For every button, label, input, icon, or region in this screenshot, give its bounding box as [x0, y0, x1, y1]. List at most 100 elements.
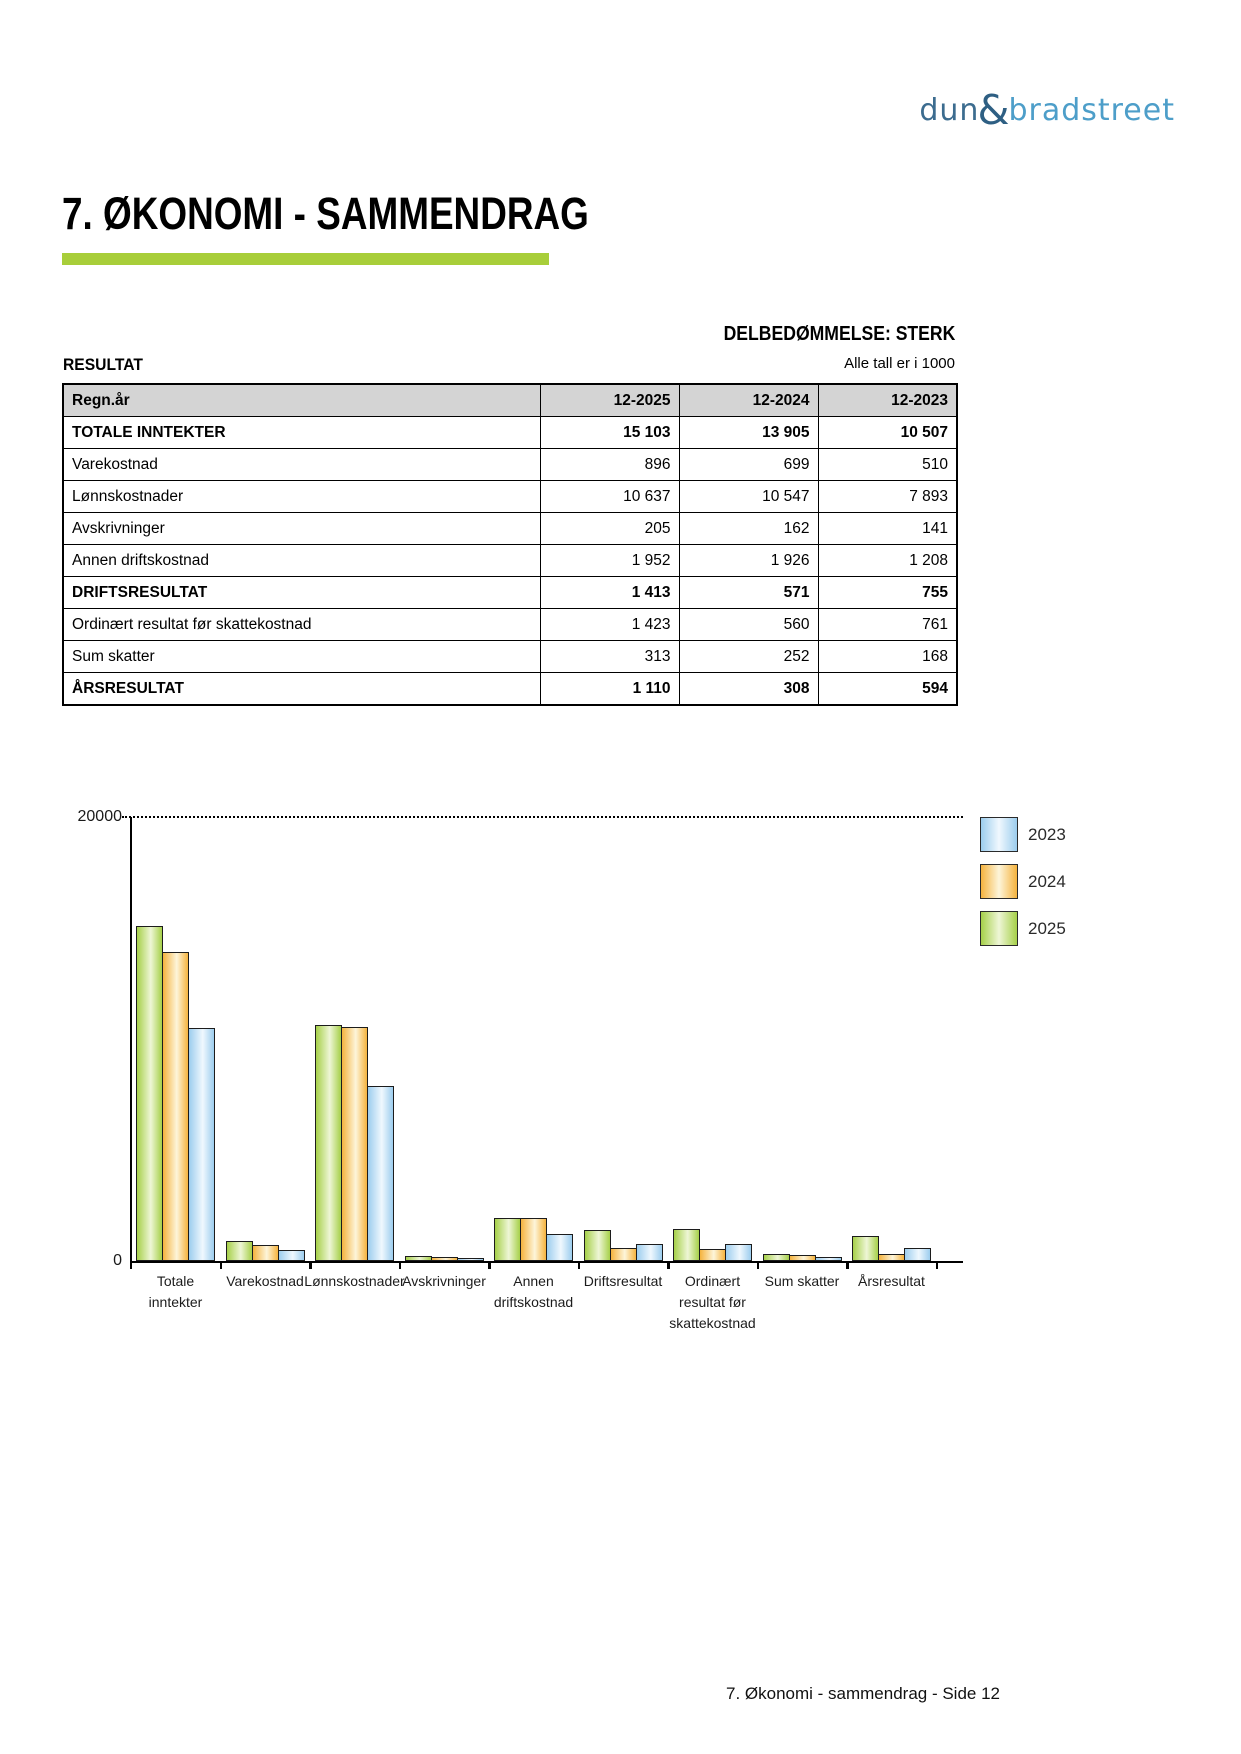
page-footer: 7. Økonomi - sammendrag - Side 12: [725, 1684, 1000, 1703]
bar-2023: [367, 1086, 394, 1261]
units-note: Alle tall er i 1000: [844, 355, 955, 372]
row-value-cell: 10 507: [817, 416, 958, 449]
row-value-cell: 1 110: [539, 672, 680, 706]
bar-2023: [188, 1028, 215, 1261]
bar-2023: [635, 1244, 663, 1261]
section-label: RESULTAT: [63, 355, 143, 374]
category-label: Ordinært resultat før skattekostnad: [669, 1273, 756, 1331]
group-tick: [667, 1261, 669, 1269]
category-label: Totale inntekter: [148, 1273, 203, 1310]
row-value-cell: 10 547: [678, 480, 819, 513]
legend-label-2023: 2023: [1028, 825, 1066, 844]
row-value-cell: 560: [678, 608, 819, 641]
bar-2025: [673, 1229, 700, 1261]
category-label: Sum skatter: [764, 1273, 840, 1289]
row-value-cell: 7 893: [817, 480, 958, 513]
results-table: Regn.år 12-2025 12-2024 12-2023 TOTALE INNT…: [62, 383, 958, 706]
y-axis-line: [130, 817, 132, 1261]
row-value-cell: 896: [539, 448, 680, 481]
row-value-cell: 510: [817, 448, 958, 481]
row-value-cell: 755: [817, 576, 958, 609]
table-row: TOTALE INNTEKTER 15 103 13 905 10 507: [62, 416, 958, 449]
legend-label-2024: 2024: [1028, 872, 1066, 891]
table-row: Varekostnad 896 699 510: [62, 448, 958, 481]
category-label: Lønnskostnader: [304, 1273, 405, 1289]
category-label: Avskrivninger: [402, 1273, 486, 1289]
table-column-header: Regn.år: [62, 383, 541, 417]
row-value-cell: 1 413: [539, 576, 680, 609]
group-tick: [846, 1261, 848, 1269]
legend-label-2025: 2025: [1028, 919, 1066, 938]
row-label-cell: Ordinært resultat før skattekostnad: [62, 608, 541, 641]
category-label: Varekostnad: [226, 1273, 304, 1289]
y-tick-label-zero: 0: [113, 1252, 122, 1269]
logo-text-dun: dun: [919, 93, 980, 128]
ampersand-icon: &: [977, 86, 1011, 134]
row-value-cell: 761: [817, 608, 958, 641]
row-label-cell: Avskrivninger: [62, 512, 541, 545]
row-value-cell: 252: [678, 640, 819, 673]
table-row: DRIFTSRESULTAT 1 413 571 755: [62, 576, 958, 609]
bar-2023: [277, 1250, 305, 1261]
gridline-20000: [122, 816, 963, 818]
bar-2023: [725, 1244, 752, 1261]
row-label-cell: Lønnskostnader: [62, 480, 541, 513]
row-label-cell: Varekostnad: [62, 448, 541, 481]
bar-2024: [341, 1027, 368, 1261]
group-tick: [577, 1261, 580, 1269]
row-value-cell: 13 905: [678, 416, 819, 449]
row-value-cell: 1 423: [539, 608, 680, 641]
group-tick: [219, 1261, 222, 1269]
logo-text-bradstreet: bradstreet: [1008, 93, 1175, 128]
row-value-cell: 308: [678, 672, 819, 706]
table-column-header: 12-2025: [539, 383, 680, 417]
bar-2025: [225, 1241, 253, 1261]
bar-2025: [583, 1230, 611, 1261]
row-value-cell: 1 952: [539, 544, 680, 577]
bar-2024: [609, 1248, 637, 1261]
group-tick: [398, 1261, 401, 1269]
group-tick: [488, 1261, 490, 1269]
bar-2024: [788, 1255, 816, 1261]
row-value-cell: 571: [678, 576, 819, 609]
page-title: 7. ØKONOMI - SAMMENDRAG: [62, 188, 589, 239]
group-tick: [936, 1261, 938, 1269]
dun-bradstreet-logo: dun&bradstreet: [919, 82, 1175, 134]
bar-2024: [162, 952, 189, 1261]
table-row: Lønnskostnader 10 637 10 547 7 893: [62, 480, 958, 513]
table-header-row: Regn.år 12-2025 12-2024 12-2023: [62, 383, 958, 417]
row-value-cell: 1 926: [678, 544, 819, 577]
y-tick-label-max: 20000: [77, 808, 123, 825]
category-label: Årsresultat: [858, 1273, 925, 1289]
table-column-header: 12-2024: [678, 383, 819, 417]
bar-2023: [456, 1258, 484, 1261]
bar-2023: [814, 1257, 842, 1261]
legend-swatch-2024: [980, 864, 1018, 899]
bar-2024: [520, 1218, 547, 1261]
table-body: TOTALE INNTEKTER 15 103 13 905 10 507 Vareko…: [62, 416, 958, 706]
table-row: Ordinært resultat før skattekostnad 1 423…: [62, 608, 958, 641]
bar-2025: [852, 1236, 879, 1261]
bar-2025: [494, 1218, 521, 1261]
legend-swatch-2023: [980, 817, 1018, 852]
assessment-heading: DELBEDØMMELSE: STERK: [723, 323, 955, 345]
x-axis-line: [130, 1261, 963, 1263]
row-value-cell: 168: [817, 640, 958, 673]
table-row: ÅRSRESULTAT 1 110 308 594: [62, 672, 958, 706]
row-label-cell: DRIFTSRESULTAT: [62, 576, 541, 609]
table-column-header: 12-2023: [817, 383, 958, 417]
bar-2025: [404, 1256, 432, 1261]
legend-swatch-2025: [980, 911, 1018, 946]
bar-2023: [546, 1234, 573, 1261]
row-value-cell: 141: [817, 512, 958, 545]
category-label: Driftsresultat: [583, 1273, 663, 1289]
row-label-cell: ÅRSRESULTAT: [62, 672, 541, 706]
group-tick: [309, 1261, 311, 1269]
bar-2024: [251, 1245, 279, 1261]
row-value-cell: 594: [817, 672, 958, 706]
bar-2024: [699, 1249, 726, 1261]
bar-2025: [136, 926, 163, 1261]
bar-2024: [878, 1254, 905, 1261]
